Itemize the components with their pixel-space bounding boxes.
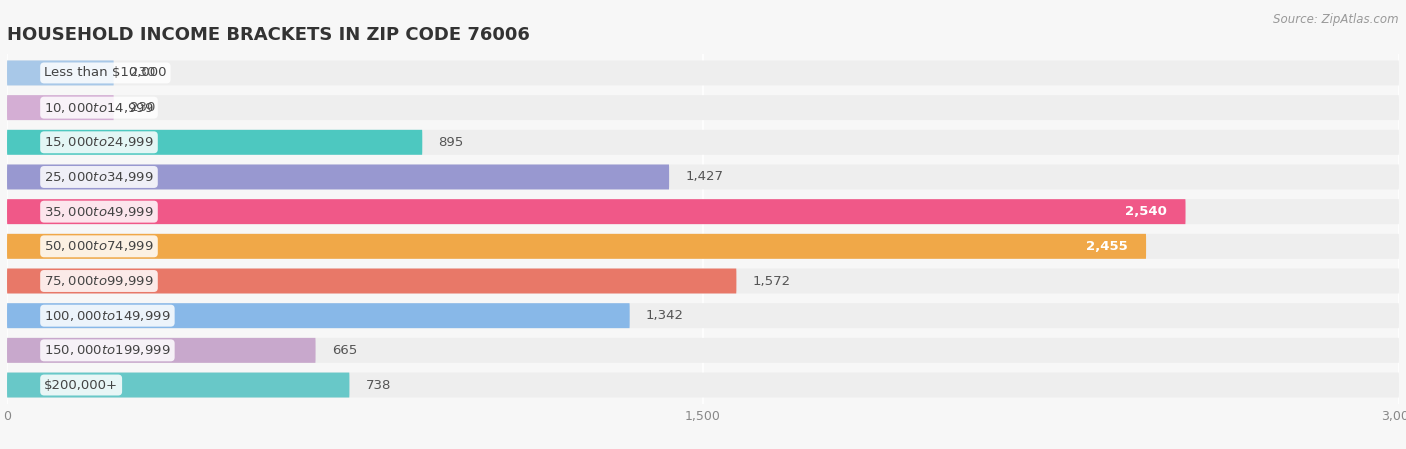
FancyBboxPatch shape bbox=[7, 164, 1399, 189]
Text: $100,000 to $149,999: $100,000 to $149,999 bbox=[44, 308, 170, 323]
Text: $50,000 to $74,999: $50,000 to $74,999 bbox=[44, 239, 153, 253]
FancyBboxPatch shape bbox=[7, 130, 422, 155]
FancyBboxPatch shape bbox=[7, 130, 1399, 155]
FancyBboxPatch shape bbox=[7, 303, 630, 328]
FancyBboxPatch shape bbox=[7, 61, 114, 85]
FancyBboxPatch shape bbox=[7, 269, 737, 294]
FancyBboxPatch shape bbox=[7, 303, 1399, 328]
Text: 1,342: 1,342 bbox=[645, 309, 683, 322]
Text: 665: 665 bbox=[332, 344, 357, 357]
FancyBboxPatch shape bbox=[7, 199, 1399, 224]
FancyBboxPatch shape bbox=[7, 95, 1399, 120]
Text: $75,000 to $99,999: $75,000 to $99,999 bbox=[44, 274, 153, 288]
Text: $150,000 to $199,999: $150,000 to $199,999 bbox=[44, 343, 170, 357]
Text: 2,540: 2,540 bbox=[1125, 205, 1167, 218]
Text: Less than $10,000: Less than $10,000 bbox=[44, 66, 167, 79]
Text: $15,000 to $24,999: $15,000 to $24,999 bbox=[44, 135, 153, 150]
Text: HOUSEHOLD INCOME BRACKETS IN ZIP CODE 76006: HOUSEHOLD INCOME BRACKETS IN ZIP CODE 76… bbox=[7, 26, 530, 44]
Text: $10,000 to $14,999: $10,000 to $14,999 bbox=[44, 101, 153, 114]
FancyBboxPatch shape bbox=[7, 164, 669, 189]
FancyBboxPatch shape bbox=[7, 234, 1399, 259]
FancyBboxPatch shape bbox=[7, 61, 1399, 85]
FancyBboxPatch shape bbox=[7, 234, 1146, 259]
FancyBboxPatch shape bbox=[7, 373, 350, 397]
Text: 895: 895 bbox=[439, 136, 464, 149]
Text: 738: 738 bbox=[366, 379, 391, 392]
FancyBboxPatch shape bbox=[7, 338, 315, 363]
FancyBboxPatch shape bbox=[7, 269, 1399, 294]
FancyBboxPatch shape bbox=[7, 373, 1399, 397]
Text: 2,455: 2,455 bbox=[1085, 240, 1128, 253]
FancyBboxPatch shape bbox=[7, 199, 1185, 224]
Text: $25,000 to $34,999: $25,000 to $34,999 bbox=[44, 170, 153, 184]
Text: Source: ZipAtlas.com: Source: ZipAtlas.com bbox=[1274, 13, 1399, 26]
Text: 1,427: 1,427 bbox=[685, 171, 723, 184]
Text: $200,000+: $200,000+ bbox=[44, 379, 118, 392]
FancyBboxPatch shape bbox=[7, 95, 114, 120]
Text: $35,000 to $49,999: $35,000 to $49,999 bbox=[44, 205, 153, 219]
Text: 1,572: 1,572 bbox=[752, 274, 790, 287]
FancyBboxPatch shape bbox=[7, 338, 1399, 363]
Text: 230: 230 bbox=[129, 66, 155, 79]
Text: 230: 230 bbox=[129, 101, 155, 114]
